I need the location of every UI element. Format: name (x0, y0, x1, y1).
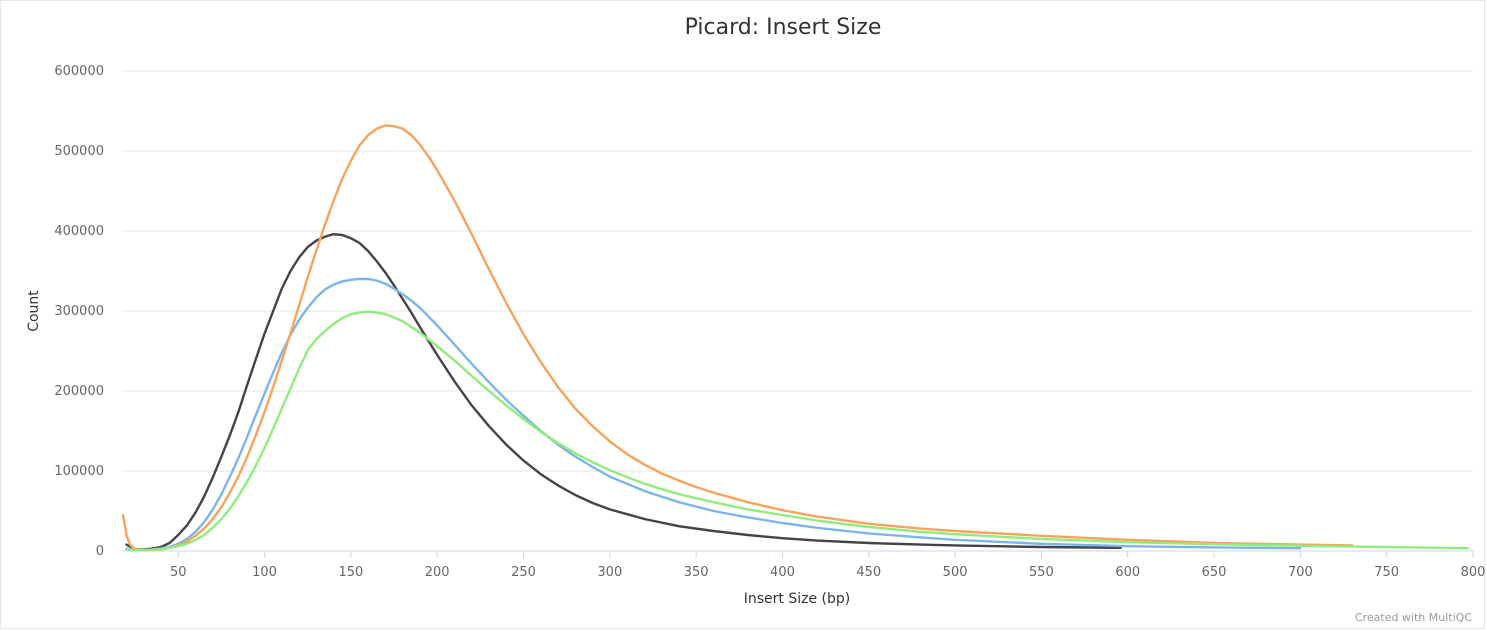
series-line-3[interactable] (121, 124, 1354, 552)
x-tick-label: 100 (252, 565, 277, 580)
y-axis-ticks: 0 100000 200000 300000 400000 500000 600000 (54, 64, 104, 559)
y-tick-label: 400000 (54, 224, 104, 239)
x-axis-label: Insert Size (bp) (744, 591, 851, 607)
x-axis-ticks: 50 100 150 200 250 300 350 400 450 500 550 600 650 70… (170, 551, 1485, 580)
x-tick-label: 300 (597, 565, 622, 580)
y-tick-label: 600000 (54, 64, 104, 79)
x-tick-label: 450 (856, 565, 881, 580)
y-tick-label: 100000 (54, 464, 104, 479)
x-tick-label: 750 (1374, 565, 1399, 580)
x-tick-label: 550 (1029, 565, 1054, 580)
credit-text[interactable]: Created with MultiQC (1354, 611, 1472, 624)
y-tick-label: 0 (96, 544, 104, 559)
x-tick-label: 800 (1461, 565, 1486, 580)
gridlines (123, 70, 1473, 552)
x-tick-label: 600 (1115, 565, 1140, 580)
y-tick-label: 200000 (54, 384, 104, 399)
x-tick-label: 200 (425, 565, 450, 580)
chart-title: Picard: Insert Size (685, 15, 882, 40)
series-line-1[interactable] (125, 233, 1122, 551)
y-tick-label: 500000 (54, 144, 104, 159)
y-tick-label: 300000 (54, 304, 104, 319)
y-axis-label: Count (26, 290, 42, 332)
x-tick-label: 250 (511, 565, 536, 580)
x-tick-label: 150 (338, 565, 363, 580)
x-tick-label: 500 (943, 565, 968, 580)
x-tick-label: 350 (684, 565, 709, 580)
x-tick-label: 650 (1202, 565, 1227, 580)
x-tick-label: 700 (1288, 565, 1313, 580)
x-tick-label: 50 (170, 565, 187, 580)
series-lines (121, 124, 1469, 552)
x-tick-label: 400 (770, 565, 795, 580)
series-line-2[interactable] (125, 277, 1302, 551)
series-line-4[interactable] (125, 310, 1469, 552)
